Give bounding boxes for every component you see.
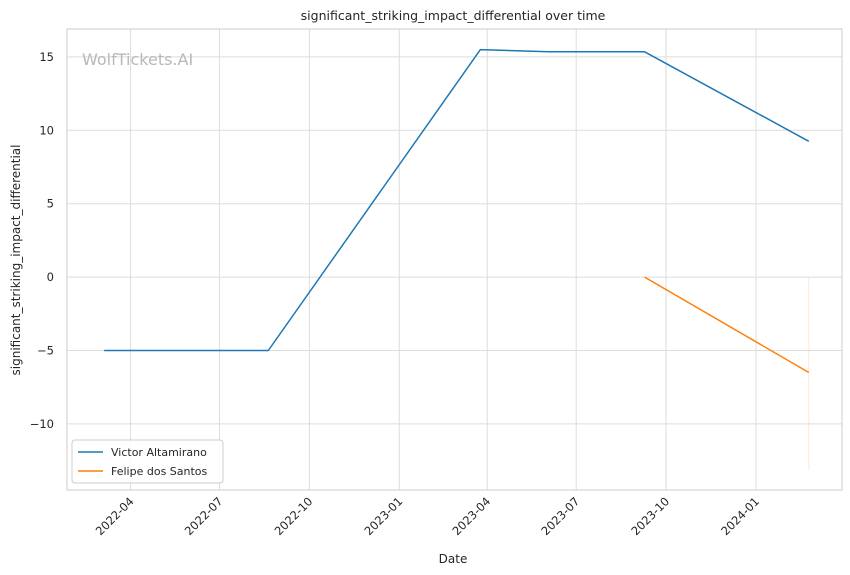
x-tick-label: 2022-07 xyxy=(182,494,226,538)
x-tick-label: 2023-04 xyxy=(449,494,493,538)
x-tick-label: 2023-07 xyxy=(538,494,582,538)
x-tick-label: 2024-01 xyxy=(718,494,762,538)
y-tick-label: −5 xyxy=(37,344,54,358)
y-tick-label: −10 xyxy=(30,417,54,431)
legend-label-victor-altamirano: Victor Altamirano xyxy=(111,446,207,459)
y-tick-label: 5 xyxy=(47,197,54,211)
legend-box xyxy=(71,439,224,484)
legend-label-felipe-dos-santos: Felipe dos Santos xyxy=(111,465,208,478)
y-tick-label: 10 xyxy=(39,123,54,137)
x-tick-label: 2022-10 xyxy=(272,494,316,538)
chart-title: significant_striking_impact_differential… xyxy=(301,8,606,23)
y-axis-title: significant_striking_impact_differential xyxy=(9,145,23,376)
y-tick-label: 15 xyxy=(39,50,54,64)
x-tick-label: 2023-01 xyxy=(362,494,406,538)
legend: Victor Altamirano Felipe dos Santos xyxy=(71,439,224,484)
y-tick-label: 0 xyxy=(47,270,54,284)
plot-area xyxy=(66,28,843,491)
y-axis-ticks: 15 10 5 0 −5 −10 xyxy=(30,50,54,431)
grid-lines xyxy=(67,29,842,490)
x-axis-ticks: 2022-04 2022-07 2022-10 2023-01 2023-04 2023-… xyxy=(93,494,762,538)
watermark-text: WolfTickets.AI xyxy=(82,50,193,69)
x-tick-label: 2022-04 xyxy=(93,494,137,538)
x-tick-label: 2023-10 xyxy=(628,494,672,538)
series-line-felipe-dos-santos xyxy=(644,276,810,374)
series-lines xyxy=(104,48,810,470)
x-axis-title: Date xyxy=(439,552,468,566)
series-line-victor-altamirano xyxy=(104,48,810,352)
